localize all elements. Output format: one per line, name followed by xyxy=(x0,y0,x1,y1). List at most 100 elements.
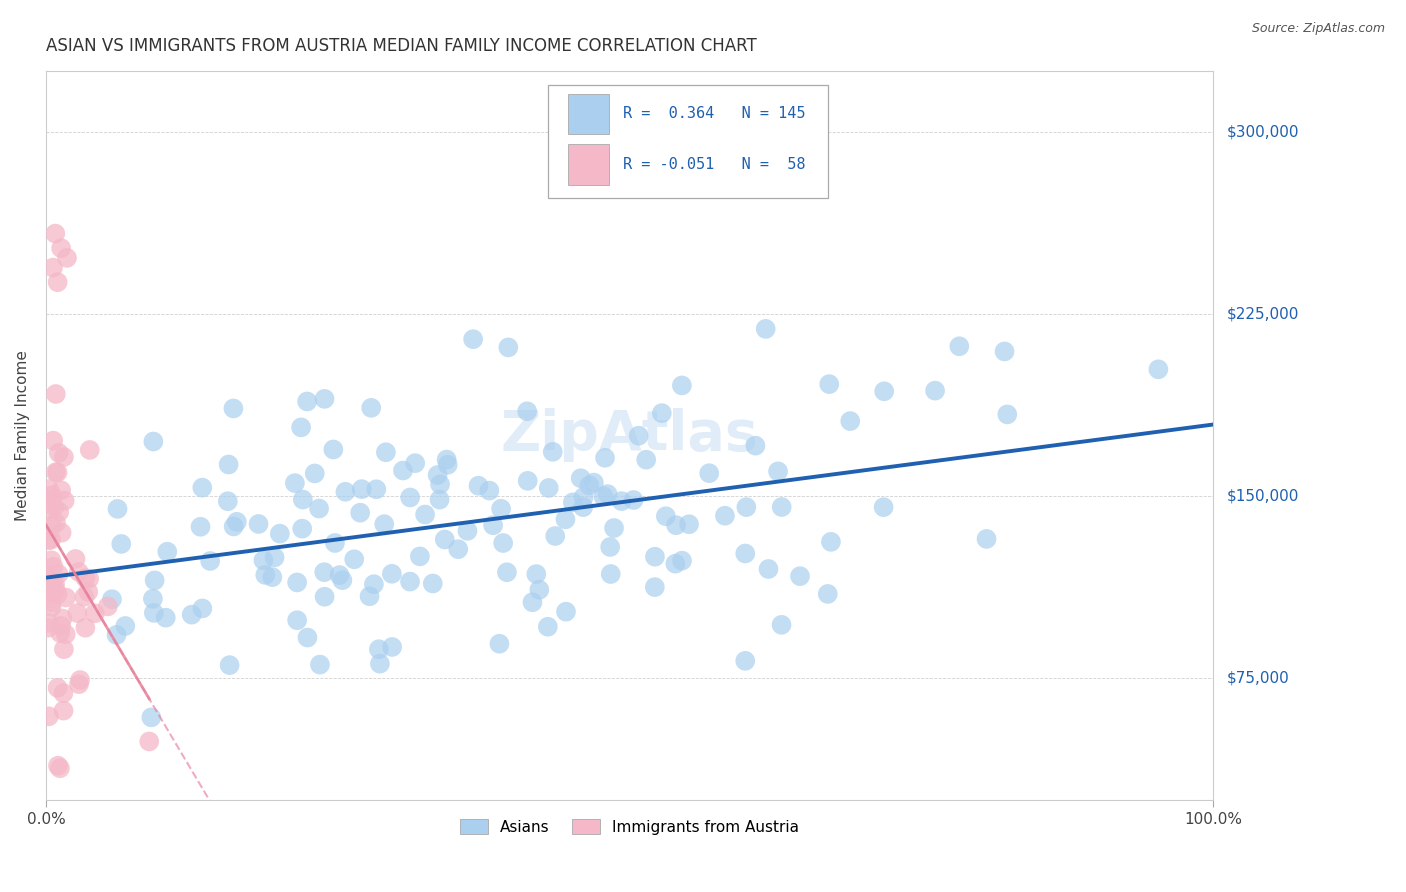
Point xyxy=(114,619,136,633)
Point xyxy=(38,533,60,548)
Point xyxy=(39,575,62,590)
Point xyxy=(37,567,59,582)
Point xyxy=(335,484,357,499)
Point xyxy=(309,657,332,672)
Point xyxy=(489,501,512,516)
Point xyxy=(41,595,63,609)
Point xyxy=(766,464,789,478)
Point xyxy=(41,518,63,533)
Point xyxy=(49,626,72,640)
Point xyxy=(222,401,245,416)
Point xyxy=(262,570,284,584)
Point xyxy=(252,553,274,567)
Point xyxy=(671,378,693,392)
Point xyxy=(537,481,560,495)
Point xyxy=(77,572,100,586)
Point xyxy=(79,442,101,457)
Point xyxy=(105,628,128,642)
Point xyxy=(498,340,520,354)
Point xyxy=(368,657,391,671)
Text: Source: ZipAtlas.com: Source: ZipAtlas.com xyxy=(1251,22,1385,36)
Point xyxy=(323,536,346,550)
Point xyxy=(45,516,67,530)
Text: $150,000: $150,000 xyxy=(1227,489,1299,504)
Point xyxy=(516,474,538,488)
Point xyxy=(555,605,578,619)
Point xyxy=(343,552,366,566)
Point xyxy=(254,568,277,582)
Point xyxy=(529,582,551,597)
Point xyxy=(141,710,163,724)
Point xyxy=(436,458,458,472)
Point xyxy=(46,466,69,480)
Point xyxy=(541,445,564,459)
Point xyxy=(610,494,633,508)
Point xyxy=(735,500,758,515)
Point xyxy=(399,574,422,589)
Point xyxy=(392,463,415,477)
Point xyxy=(49,483,72,498)
Point xyxy=(263,550,285,565)
Point xyxy=(582,475,605,490)
Point xyxy=(572,500,595,515)
Point xyxy=(516,404,538,418)
Point xyxy=(478,483,501,498)
Point xyxy=(447,542,470,557)
Point xyxy=(496,566,519,580)
Point xyxy=(569,471,592,485)
Point xyxy=(44,582,66,596)
Point xyxy=(110,537,132,551)
Point xyxy=(49,761,72,775)
Point xyxy=(55,627,77,641)
Point xyxy=(41,553,63,567)
Point xyxy=(413,508,436,522)
Point xyxy=(291,522,314,536)
Point xyxy=(190,520,212,534)
Point xyxy=(755,322,778,336)
Point xyxy=(818,377,841,392)
Point xyxy=(156,545,179,559)
Point xyxy=(544,529,567,543)
Point xyxy=(482,518,505,533)
Point xyxy=(44,500,66,514)
Point xyxy=(603,521,626,535)
Point xyxy=(426,468,449,483)
Point xyxy=(578,478,600,492)
Point xyxy=(73,590,96,604)
Point xyxy=(456,524,478,538)
Point xyxy=(554,512,576,526)
Point xyxy=(56,251,79,265)
Point xyxy=(924,384,946,398)
Point xyxy=(69,673,91,687)
Point xyxy=(41,488,63,502)
Point xyxy=(142,606,165,620)
Point xyxy=(67,565,90,579)
Point xyxy=(67,677,90,691)
Point xyxy=(38,502,60,516)
Point xyxy=(524,567,547,582)
Point xyxy=(995,408,1018,422)
Point xyxy=(665,518,688,533)
Point xyxy=(744,439,766,453)
Text: R = -0.051   N =  58: R = -0.051 N = 58 xyxy=(623,157,806,171)
Point xyxy=(409,549,432,564)
Point xyxy=(53,493,76,508)
Point xyxy=(976,532,998,546)
Point xyxy=(381,640,404,654)
Point xyxy=(101,592,124,607)
Point xyxy=(55,591,77,605)
Point xyxy=(572,490,595,504)
Point xyxy=(359,589,381,603)
FancyBboxPatch shape xyxy=(568,145,609,185)
Point xyxy=(758,562,780,576)
Text: ASIAN VS IMMIGRANTS FROM AUSTRIA MEDIAN FAMILY INCOME CORRELATION CHART: ASIAN VS IMMIGRANTS FROM AUSTRIA MEDIAN … xyxy=(46,37,756,55)
Point xyxy=(599,540,621,554)
Point xyxy=(593,450,616,465)
Point xyxy=(142,591,165,606)
Point xyxy=(41,600,63,615)
Point xyxy=(636,452,658,467)
Point xyxy=(83,607,105,621)
Point xyxy=(52,642,75,657)
Point xyxy=(38,492,60,507)
Point xyxy=(269,526,291,541)
